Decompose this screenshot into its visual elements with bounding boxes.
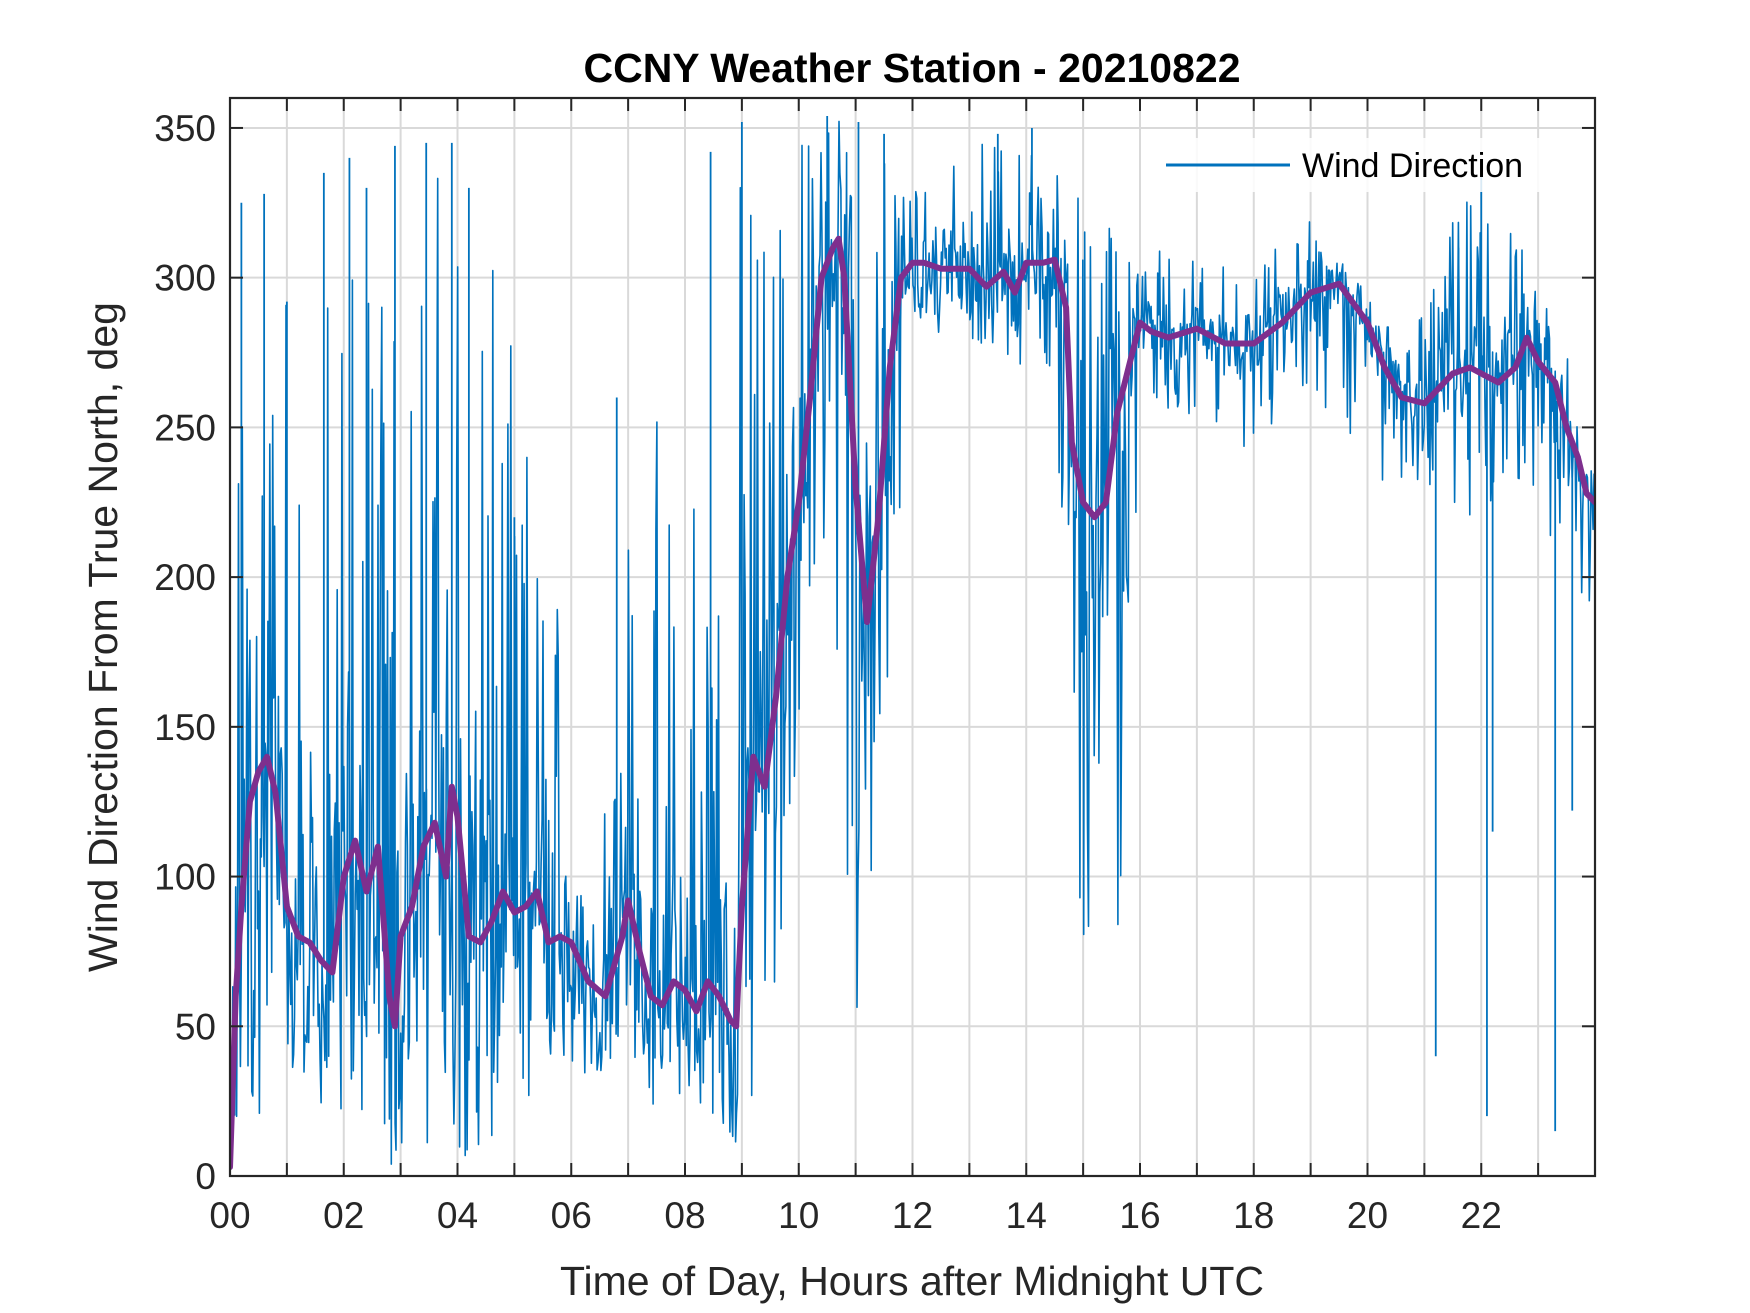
x-tick-label: 04 (437, 1195, 478, 1236)
x-tick-label: 00 (209, 1195, 250, 1236)
y-tick-label: 250 (154, 407, 216, 448)
y-tick-label: 300 (154, 258, 216, 299)
series-running-mean (230, 235, 1595, 1170)
legend: Wind Direction (1150, 138, 1570, 192)
x-axis-label: Time of Day, Hours after Midnight UTC (560, 1258, 1264, 1304)
x-tick-label: 14 (1006, 1195, 1047, 1236)
x-tick-label: 08 (664, 1195, 705, 1236)
x-tick-labels: 00 02 04 06 08 10 12 14 16 18 20 22 (209, 1195, 1501, 1236)
y-tick-label: 350 (154, 108, 216, 149)
x-tick-label: 06 (551, 1195, 592, 1236)
y-tick-label: 100 (154, 857, 216, 898)
y-tick-label: 50 (175, 1006, 216, 1047)
y-tick-labels: 0 50 100 150 200 250 300 350 (154, 108, 216, 1197)
chart-title: CCNY Weather Station - 20210822 (583, 45, 1240, 91)
x-tick-label: 18 (1233, 1195, 1274, 1236)
x-tick-label: 12 (892, 1195, 933, 1236)
y-axis-label: Wind Direction From True North, deg (80, 302, 126, 972)
running-mean-line (230, 235, 1595, 1170)
y-tick-label: 200 (154, 557, 216, 598)
plot-area (230, 115, 1595, 1170)
tick-marks (230, 98, 1595, 1177)
x-tick-label: 20 (1347, 1195, 1388, 1236)
legend-label-wind-direction: Wind Direction (1302, 147, 1523, 185)
y-tick-label: 150 (154, 707, 216, 748)
x-tick-label: 22 (1461, 1195, 1502, 1236)
y-tick-label: 0 (195, 1156, 216, 1197)
x-tick-label: 02 (323, 1195, 364, 1236)
x-tick-label: 16 (1119, 1195, 1160, 1236)
x-tick-label: 10 (778, 1195, 819, 1236)
